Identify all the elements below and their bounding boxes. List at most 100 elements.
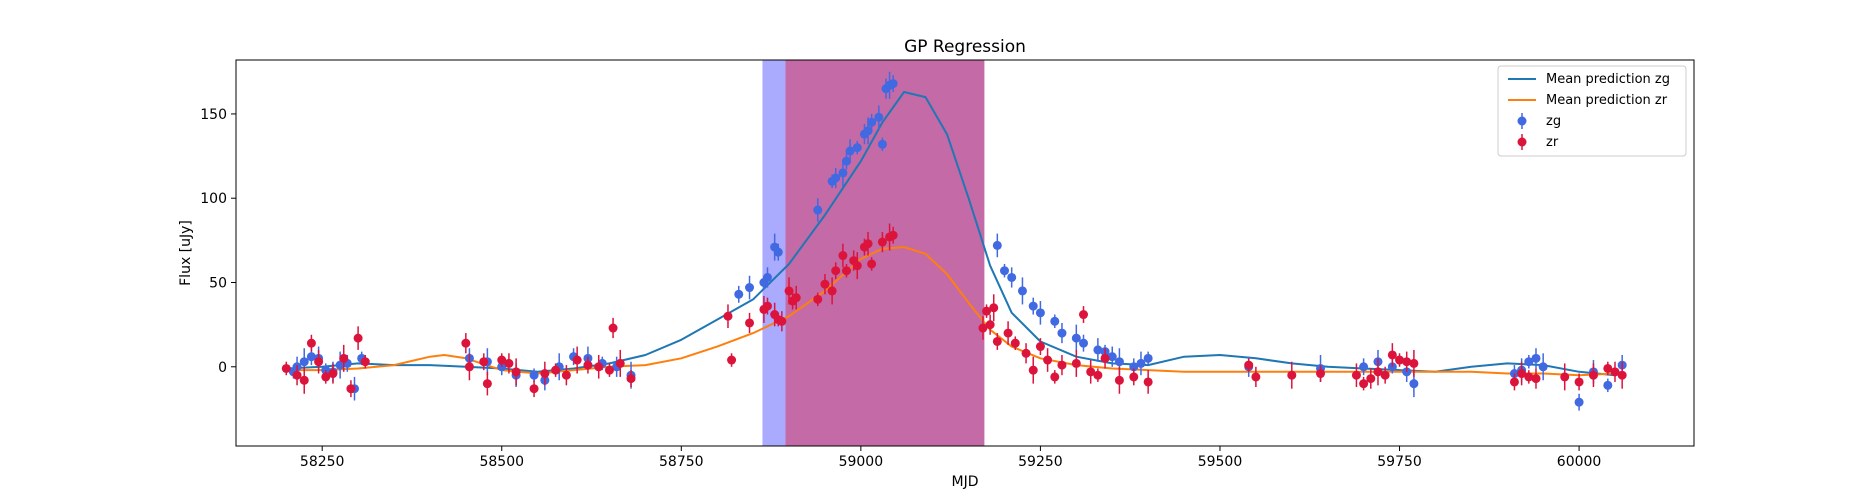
point-zg-28	[773, 243, 783, 261]
x-tick-label-2: 58750	[659, 454, 704, 470]
marker-zg-51	[1057, 328, 1067, 338]
marker-zg-31	[831, 173, 841, 183]
point-zr-78	[1316, 365, 1326, 382]
marker-zr-65	[1050, 372, 1060, 382]
marker-zr-77	[1287, 370, 1297, 380]
point-zr-74	[1143, 370, 1153, 394]
point-zr-19	[540, 361, 550, 386]
marker-zr-95	[1603, 363, 1613, 373]
y-tick-label-3: 150	[200, 107, 227, 123]
legend-label-zg-line: Mean prediction zg	[1546, 72, 1670, 87]
point-zg-43	[888, 75, 898, 93]
marker-zr-41	[820, 279, 830, 289]
point-zg-38	[867, 113, 877, 131]
marker-zr-68	[1079, 310, 1089, 320]
marker-zr-13	[479, 357, 489, 367]
marker-zr-30	[727, 355, 737, 365]
point-zr-45	[841, 263, 851, 278]
marker-zg-58	[1129, 362, 1139, 372]
point-zr-18	[529, 380, 539, 398]
marker-zr-20	[551, 365, 561, 375]
marker-zr-69	[1086, 367, 1096, 377]
legend: Mean prediction zg Mean prediction zr zg…	[1497, 65, 1687, 157]
marker-zr-67	[1071, 358, 1081, 368]
legend-label-zr-points: zr	[1546, 135, 1559, 150]
point-zr-70	[1093, 368, 1103, 382]
marker-zr-45	[841, 266, 851, 276]
point-zr-73	[1129, 368, 1139, 386]
point-zr-93	[1574, 373, 1584, 391]
point-zr-54	[978, 316, 988, 340]
point-zr-30	[727, 353, 737, 367]
marker-zg-50	[1050, 316, 1060, 326]
marker-zg-59	[1136, 358, 1146, 368]
marker-zr-75	[1244, 360, 1254, 370]
marker-zr-24	[594, 362, 604, 372]
marker-zg-60	[1143, 353, 1153, 363]
point-zr-0	[281, 361, 291, 376]
marker-zg-35	[852, 143, 862, 153]
marker-zr-42	[827, 286, 837, 296]
point-zr-96	[1610, 361, 1620, 382]
marker-zr-92	[1560, 372, 1570, 382]
chart-title: GP Regression	[904, 37, 1026, 57]
marker-zr-96	[1610, 367, 1620, 377]
point-zr-60	[1010, 336, 1020, 350]
point-zg-71	[1531, 348, 1541, 369]
point-zg-35	[852, 140, 862, 155]
marker-zr-66	[1057, 360, 1067, 370]
marker-zg-75	[1603, 380, 1613, 390]
marker-zg-32	[838, 168, 848, 178]
marker-zr-90	[1524, 372, 1534, 382]
marker-zg-52	[1071, 333, 1081, 343]
spans-layer	[762, 60, 985, 446]
point-zr-63	[1035, 338, 1045, 355]
marker-zr-27	[615, 358, 625, 368]
marker-zr-23	[583, 360, 593, 370]
point-zr-62	[1028, 356, 1038, 384]
point-zr-85	[1395, 353, 1405, 367]
marker-zr-81	[1366, 374, 1376, 384]
point-zr-10	[360, 354, 370, 369]
x-tick-label-0: 58250	[300, 454, 345, 470]
marker-zr-44	[838, 251, 848, 261]
marker-zr-91	[1531, 374, 1541, 384]
marker-zg-49	[1035, 308, 1045, 318]
marker-zr-40	[813, 294, 823, 304]
point-zg-44	[992, 233, 1002, 258]
point-zr-68	[1079, 306, 1089, 323]
marker-zg-34	[845, 146, 855, 156]
marker-zr-19	[540, 369, 550, 379]
point-zr-14	[482, 371, 492, 396]
marker-zr-1	[292, 370, 302, 380]
point-zr-55	[982, 304, 992, 318]
y-tick-label-2: 100	[200, 191, 227, 207]
legend-label-zg-points: zg	[1546, 114, 1561, 129]
point-zr-41	[820, 274, 830, 295]
marker-zr-21	[561, 370, 571, 380]
point-zg-46	[1007, 267, 1017, 288]
point-zg-53	[1079, 334, 1089, 352]
point-zg-39	[874, 105, 884, 130]
point-zr-94	[1588, 363, 1598, 388]
point-zr-64	[1043, 348, 1053, 372]
point-zg-51	[1057, 322, 1067, 344]
marker-zr-10	[360, 357, 370, 367]
point-zg-33	[841, 152, 851, 170]
marker-zr-4	[314, 357, 324, 367]
marker-zr-18	[529, 384, 539, 394]
point-zr-21	[561, 365, 571, 386]
y-tick-label-1: 50	[209, 275, 227, 291]
marker-zr-16	[504, 358, 514, 368]
marker-zr-7	[339, 353, 349, 363]
marker-zg-23	[734, 289, 744, 299]
marker-zg-2	[299, 357, 309, 367]
point-zr-24	[594, 354, 604, 379]
marker-zg-47	[1017, 286, 1027, 296]
marker-zr-83	[1380, 370, 1390, 380]
point-zg-15	[529, 368, 539, 382]
point-zr-36	[777, 311, 787, 332]
marker-zr-8	[346, 384, 356, 394]
marker-zr-72	[1114, 375, 1124, 385]
marker-zr-85	[1395, 355, 1405, 365]
